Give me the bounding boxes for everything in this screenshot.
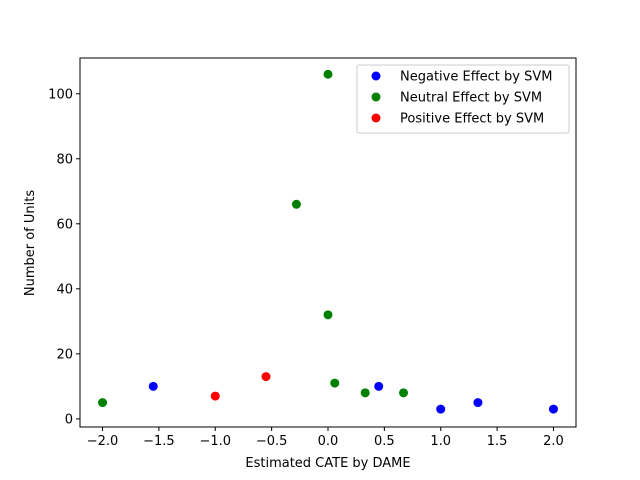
y-axis: 0 20 40 60 80 100: [48, 87, 80, 427]
legend-marker: [371, 71, 381, 81]
data-points: [98, 69, 558, 414]
x-tick-label: −2.0: [87, 434, 119, 449]
legend-label: Positive Effect by SVM: [400, 112, 544, 127]
y-tick-label: 60: [56, 217, 73, 232]
data-point: [323, 69, 333, 79]
x-tick-label: 2.0: [543, 434, 564, 449]
x-tick-label: −0.5: [256, 434, 288, 449]
x-tick-label: −1.5: [143, 434, 175, 449]
data-point: [374, 381, 384, 391]
x-tick-label: 1.5: [487, 434, 508, 449]
y-tick-label: 40: [56, 282, 73, 297]
x-tick-label: 1.0: [430, 434, 451, 449]
y-tick-label: 80: [56, 152, 73, 167]
legend-marker: [371, 113, 381, 123]
y-axis-label: Number of Units: [23, 190, 38, 296]
legend: Negative Effect by SVM Neutral Effect by …: [356, 64, 570, 134]
y-tick-label: 20: [56, 347, 73, 362]
x-tick-label: −1.0: [199, 434, 231, 449]
data-point: [399, 388, 409, 398]
data-point: [323, 310, 333, 320]
legend-label: Neutral Effect by SVM: [400, 91, 542, 106]
x-tick-label: 0.5: [374, 434, 395, 449]
y-tick-label: 100: [48, 87, 73, 102]
data-point: [291, 199, 301, 209]
legend-box: [356, 64, 570, 134]
data-point: [473, 398, 483, 408]
data-point: [148, 381, 158, 391]
legend-label: Negative Effect by SVM: [400, 70, 552, 85]
data-point: [98, 398, 108, 408]
data-point: [261, 372, 271, 382]
data-point: [330, 378, 340, 388]
x-axis-label: Estimated CATE by DAME: [245, 456, 410, 471]
x-tick-label: 0.0: [318, 434, 339, 449]
data-point: [360, 388, 370, 398]
legend-marker: [371, 92, 381, 102]
y-tick-label: 0: [65, 412, 73, 427]
data-point: [548, 404, 558, 414]
x-axis: −2.0 −1.5 −1.0 −0.5 0.0 0.5 1.0 1.5 2.0: [87, 427, 564, 449]
data-point: [436, 404, 446, 414]
data-point: [210, 391, 220, 401]
